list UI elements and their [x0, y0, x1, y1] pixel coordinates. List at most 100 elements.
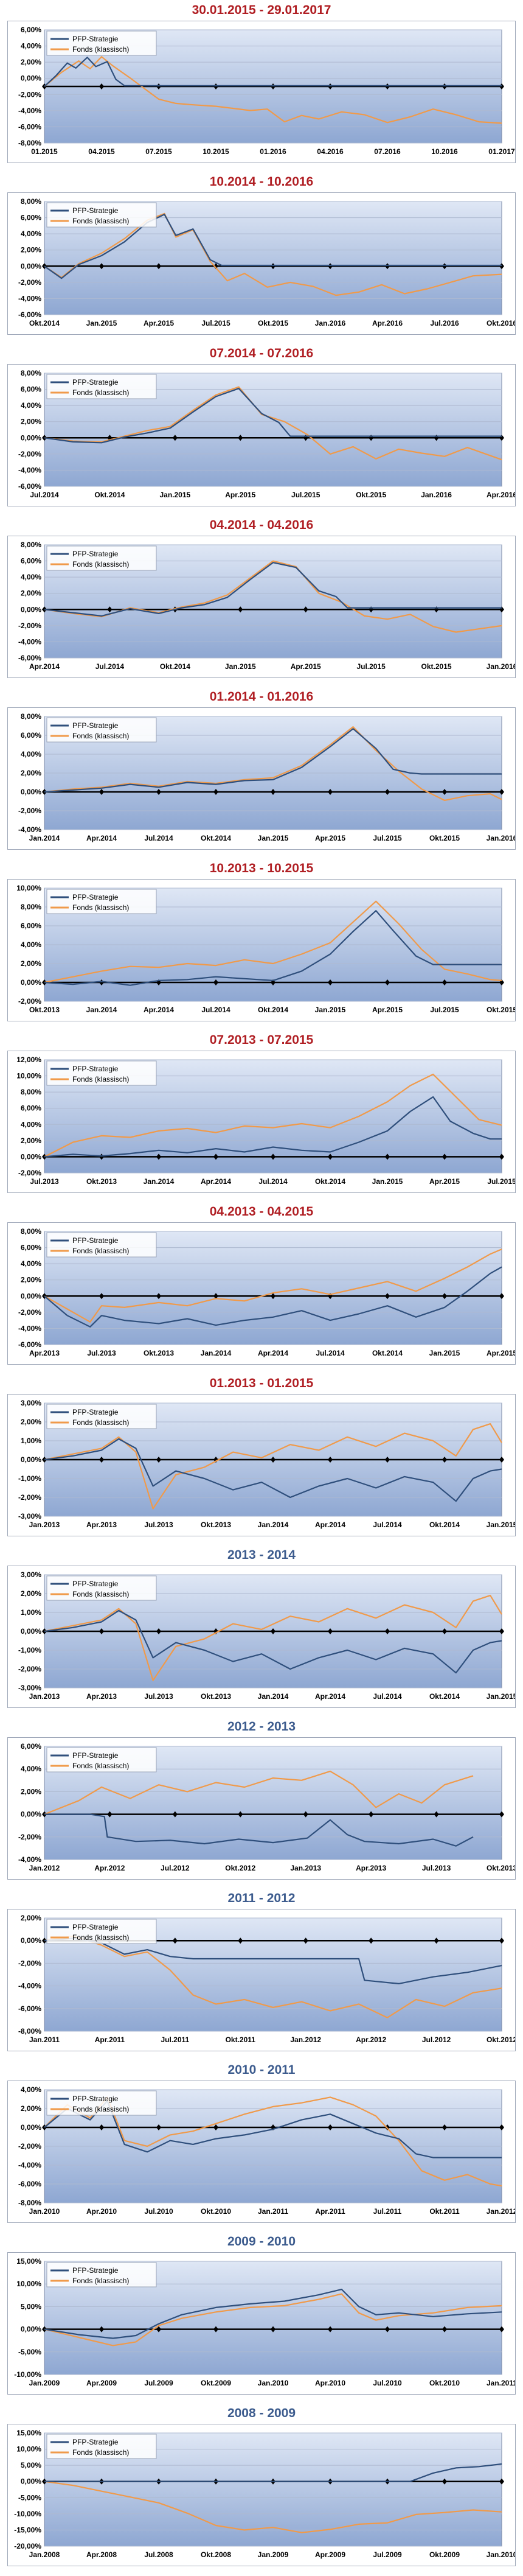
chart-block: 10.2014 - 10.2016 -6,00% -4,00% -2,00% 0,00%… — [0, 172, 523, 343]
x-tick-label: Okt.2014 — [29, 319, 60, 327]
chart-title: 10.2014 - 10.2016 — [209, 175, 314, 189]
x-tick-label: Jan.2012 — [290, 2035, 321, 2044]
legend-box — [46, 2434, 157, 2459]
series-line-pfp-strategie — [44, 1438, 502, 1502]
y-tick-label: 10,00% — [16, 1072, 41, 1080]
zero-line-marker — [385, 979, 390, 985]
zero-line-marker — [156, 263, 161, 270]
x-tick-label: Apr.2012 — [356, 2035, 386, 2044]
zero-line-marker — [442, 2478, 447, 2485]
zero-line-marker — [499, 1937, 504, 1944]
line-chart: -4,00% -2,00% 0,00% 2,00% 4,00% 6,00% 8,00% Jan… — [18, 712, 515, 842]
chart-block: 01.2014 - 01.2016 -4,00% -2,00% 0,00% 2,00% 4… — [0, 687, 523, 858]
y-tick-label: -6,00% — [18, 2180, 41, 2188]
legend-entry: PFP-Strategie — [72, 721, 119, 730]
zero-line-marker — [238, 435, 243, 441]
zero-line-marker — [271, 2326, 275, 2333]
x-tick-label: Jan.2015 — [159, 491, 190, 499]
legend-entry: Fonds (klassisch) — [72, 1075, 129, 1083]
y-tick-label: 2,00% — [21, 1136, 41, 1145]
x-tick-label: Okt.2015 — [258, 319, 288, 327]
series-line-fonds-klassisch — [44, 386, 502, 461]
x-tick-label: Okt.2014 — [258, 1006, 288, 1014]
x-tick-label: Apr.2014 — [258, 1349, 288, 1357]
series-line-fonds-klassisch — [44, 726, 502, 801]
x-tick-label: Jul.2010 — [373, 2379, 402, 2387]
y-tick-label: 6,00% — [21, 1104, 41, 1113]
x-tick-label: Jan.2014 — [86, 1006, 117, 1014]
legend-entry: Fonds (klassisch) — [72, 45, 129, 54]
y-tick-label: 4,00% — [21, 573, 41, 581]
chart-frame: -8,00% -6,00% -4,00% -2,00% 0,00% 2,00% 4,00% J… — [7, 2081, 516, 2223]
x-tick-label: Jul.2010 — [144, 2207, 173, 2216]
x-tick-label: Jan.2014 — [258, 1692, 289, 1701]
x-tick-label: 07.2016 — [374, 147, 401, 156]
zero-line-marker — [369, 1811, 374, 1818]
x-tick-label: Okt.2014 — [201, 834, 231, 842]
x-tick-label: Okt.2011 — [226, 2035, 256, 2044]
legend-entry: Fonds (klassisch) — [72, 1933, 129, 1942]
x-tick-label: Okt.2013 — [86, 1177, 117, 1186]
y-tick-label: -2,00% — [18, 1665, 41, 1673]
zero-line-marker — [328, 1153, 333, 1160]
y-tick-label: -4,00% — [18, 1324, 41, 1332]
zero-line-marker — [271, 1628, 275, 1634]
chart-title: 30.01.2015 - 29.01.2017 — [192, 3, 331, 17]
line-chart: -4,00% -2,00% 0,00% 2,00% 4,00% 6,00% Jan.2012… — [18, 1742, 515, 1872]
x-tick-label: Jan.2014 — [258, 1521, 289, 1529]
y-tick-label: -4,00% — [18, 466, 41, 474]
y-tick-label: 0,00% — [21, 1455, 41, 1464]
y-tick-label: -2,00% — [18, 997, 41, 1006]
zero-line-marker — [328, 1628, 333, 1634]
chart-title: 10.2013 - 10.2015 — [209, 861, 314, 875]
y-tick-label: 1,00% — [21, 1608, 41, 1617]
zero-line-marker — [442, 789, 447, 795]
x-tick-label: Jan.2015 — [372, 1177, 403, 1186]
y-tick-label: 0,00% — [21, 74, 41, 83]
zero-line-marker — [499, 2124, 504, 2130]
x-tick-label: Apr.2008 — [86, 2550, 117, 2559]
zero-line-marker — [271, 1153, 275, 1160]
y-tick-label: 0,00% — [21, 1292, 41, 1300]
y-tick-label: -15,00% — [14, 2525, 41, 2534]
chart-frame: -8,00% -6,00% -4,00% -2,00% 0,00% 2,00% Jan.20… — [7, 1909, 516, 2051]
zero-line-marker — [442, 263, 447, 270]
x-tick-label: Jan.2008 — [29, 2550, 60, 2559]
x-tick-label: 01.2017 — [488, 147, 515, 156]
x-tick-label: Okt.2011 — [429, 2207, 460, 2216]
y-tick-label: 2,00% — [21, 959, 41, 968]
series-line-fonds-klassisch — [44, 1594, 502, 1681]
zero-line-marker — [442, 1628, 447, 1634]
y-tick-label: 2,00% — [21, 1418, 41, 1426]
y-tick-label: 10,00% — [16, 884, 41, 892]
zero-line-marker — [434, 606, 439, 613]
legend-entry: PFP-Strategie — [72, 1408, 119, 1416]
y-tick-label: 0,00% — [21, 2325, 41, 2334]
y-tick-label: 4,00% — [21, 940, 41, 949]
y-tick-label: 15,00% — [16, 2429, 41, 2437]
y-tick-label: -2,00% — [18, 1959, 41, 1967]
legend-entry: PFP-Strategie — [72, 1236, 119, 1245]
x-tick-label: Jan.2010 — [487, 2550, 515, 2559]
x-tick-label: Jul.2015 — [201, 319, 230, 327]
x-tick-label: Okt.2015 — [356, 491, 386, 499]
chart-frame: -2,00% 0,00% 2,00% 4,00% 6,00% 8,00% 10,00% Okt… — [7, 879, 516, 1021]
legend-entry: Fonds (klassisch) — [72, 1590, 129, 1598]
zero-line-marker — [499, 2478, 504, 2485]
y-tick-label: 1,00% — [21, 1437, 41, 1445]
y-tick-label: -6,00% — [18, 654, 41, 662]
x-tick-label: Apr.2015 — [372, 1006, 403, 1014]
y-tick-label: -5,00% — [18, 2493, 41, 2502]
y-tick-label: -4,00% — [18, 2161, 41, 2169]
x-tick-label: Okt.2012 — [487, 2035, 515, 2044]
x-tick-label: Jul.2014 — [95, 662, 125, 671]
x-tick-label: Jan.2012 — [487, 2207, 515, 2216]
y-tick-label: 12,00% — [16, 1055, 41, 1064]
line-chart: -8,00% -6,00% -4,00% -2,00% 0,00% 2,00% 4,00% J… — [18, 2085, 515, 2216]
zero-line-marker — [303, 606, 308, 613]
chart-title: 2010 - 2011 — [227, 2063, 296, 2077]
